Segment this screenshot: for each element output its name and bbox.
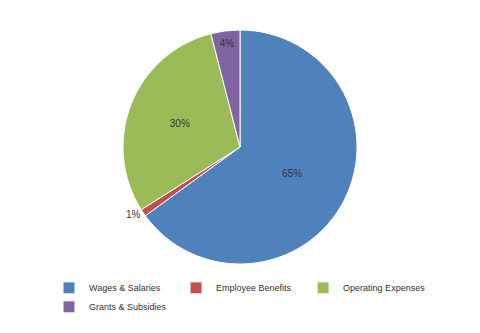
svg-text:1%: 1%	[126, 209, 141, 220]
svg-text:Operating Expenses: Operating Expenses	[343, 283, 425, 293]
svg-text:Employee Benefits: Employee Benefits	[216, 283, 292, 293]
svg-text:30%: 30%	[170, 118, 190, 129]
svg-text:Grants & Subsidies: Grants & Subsidies	[89, 302, 167, 312]
svg-text:65%: 65%	[282, 168, 302, 179]
svg-text:Wages & Salaries: Wages & Salaries	[89, 283, 161, 293]
svg-text:4%: 4%	[220, 38, 235, 49]
